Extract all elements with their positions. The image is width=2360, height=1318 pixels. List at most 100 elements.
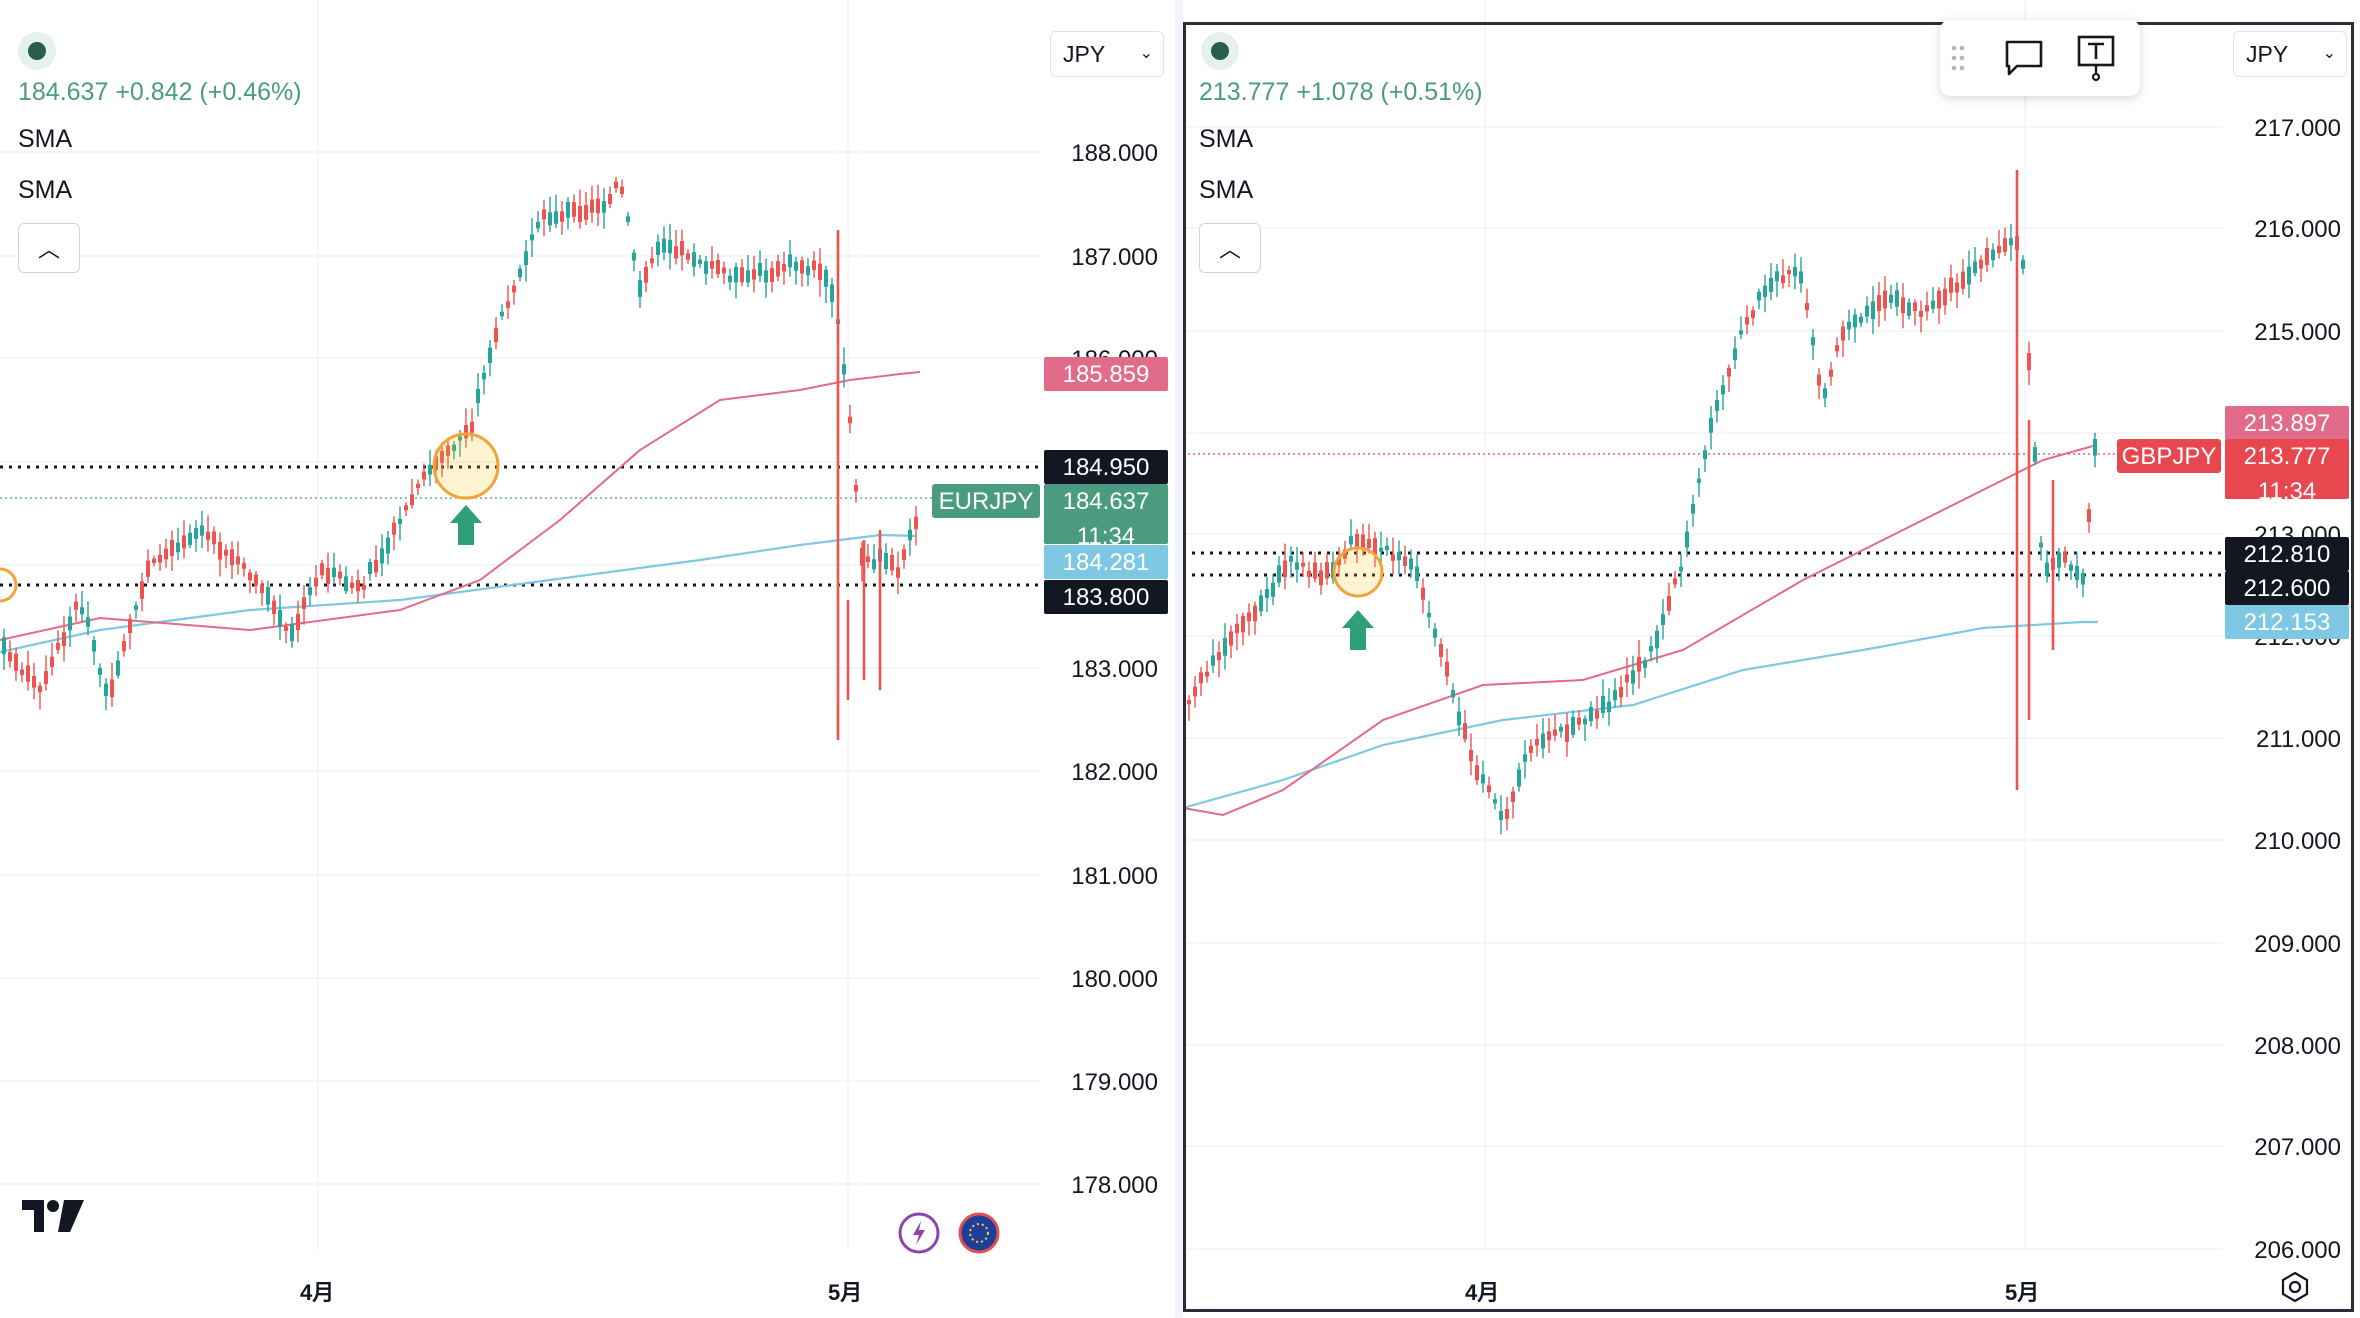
signal-marker-circle bbox=[432, 432, 500, 500]
price-chart-eurjpy[interactable]: 188.000187.000186.000185.000184.000183.0… bbox=[0, 0, 1175, 1318]
candle-body bbox=[368, 562, 372, 574]
candle-body bbox=[2027, 353, 2031, 371]
candle-body bbox=[668, 239, 672, 254]
candle-body bbox=[1403, 556, 1407, 566]
candle-body bbox=[1607, 701, 1611, 713]
signal-marker-circle bbox=[0, 567, 18, 603]
tradingview-logo[interactable] bbox=[22, 1198, 86, 1234]
candle-body bbox=[428, 464, 432, 475]
candle-body bbox=[566, 201, 570, 218]
candle-body bbox=[152, 558, 156, 564]
candle-body bbox=[590, 199, 594, 213]
price-tag bbox=[1044, 450, 1168, 484]
candle-body bbox=[1409, 558, 1413, 570]
chart-panel-right[interactable]: 217.000216.000215.000214.000213.000212.0… bbox=[1183, 0, 2360, 1318]
chart-panel-left[interactable]: 188.000187.000186.000185.000184.000183.0… bbox=[0, 0, 1175, 1318]
eu-flag-icon[interactable] bbox=[957, 1211, 1001, 1255]
comment-icon[interactable] bbox=[2000, 34, 2048, 82]
candle-body bbox=[1973, 261, 1977, 274]
candle-body bbox=[1241, 615, 1245, 633]
price-axis-label: 181.000 bbox=[1071, 863, 1158, 890]
drag-handle-icon[interactable] bbox=[1944, 34, 1972, 82]
candle-body bbox=[404, 505, 408, 511]
candle-body bbox=[716, 260, 720, 274]
candle-body bbox=[1817, 374, 1821, 386]
candle-body bbox=[62, 632, 66, 647]
candle-body bbox=[1487, 785, 1491, 793]
candle-body bbox=[1283, 560, 1287, 578]
candle-body bbox=[1667, 595, 1671, 611]
candle-body bbox=[1637, 656, 1641, 672]
candle-body bbox=[1277, 565, 1281, 583]
candle-body bbox=[1571, 716, 1575, 735]
candle-body bbox=[896, 567, 900, 578]
text-tool-icon[interactable] bbox=[2072, 34, 2120, 82]
candle-body bbox=[296, 613, 300, 631]
panel-divider[interactable] bbox=[1175, 0, 1183, 1318]
sma-indicator-label[interactable]: SMA bbox=[1199, 176, 1254, 204]
candle-body bbox=[308, 587, 312, 596]
currency-select[interactable]: JPY ⌄ bbox=[1050, 31, 1164, 77]
candle-body bbox=[344, 576, 348, 591]
candle-body bbox=[1775, 271, 1779, 282]
candle-body bbox=[818, 263, 822, 281]
candle-body bbox=[1391, 554, 1395, 561]
price-tag bbox=[1044, 357, 1168, 391]
lightning-icon[interactable] bbox=[897, 1211, 941, 1255]
candle-body bbox=[224, 549, 228, 556]
candle-body bbox=[764, 270, 768, 283]
candle-body bbox=[1217, 652, 1221, 661]
candle-body bbox=[1523, 754, 1527, 762]
candle-body bbox=[584, 204, 588, 220]
candle-body bbox=[1421, 587, 1425, 600]
candle-body bbox=[2, 637, 6, 655]
candle-body bbox=[68, 616, 72, 631]
settings-icon[interactable] bbox=[2278, 1270, 2312, 1304]
sma-indicator-label[interactable]: SMA bbox=[18, 125, 73, 153]
candle-body bbox=[290, 624, 294, 641]
candle-body bbox=[1625, 674, 1629, 683]
candle-body bbox=[1433, 628, 1437, 638]
candle-body bbox=[1529, 745, 1533, 753]
candle-body bbox=[260, 584, 264, 594]
candle-body bbox=[1967, 266, 1971, 285]
candle-body bbox=[902, 549, 906, 560]
candle-body bbox=[170, 540, 174, 556]
candle-body bbox=[1325, 562, 1329, 579]
candle-body bbox=[1961, 271, 1965, 289]
sma-indicator-label[interactable]: SMA bbox=[1199, 125, 1254, 153]
time-axis-label: 5月 bbox=[828, 1280, 863, 1305]
collapse-legend-button[interactable]: ︿ bbox=[18, 223, 80, 273]
quote-line: 213.777 +1.078 (+0.51%) bbox=[1199, 78, 1483, 106]
candle-body bbox=[812, 260, 816, 270]
price-axis-label: 217.000 bbox=[2254, 115, 2341, 142]
candle-body bbox=[1319, 570, 1323, 586]
candle-body bbox=[1223, 637, 1227, 656]
candle-body bbox=[56, 642, 60, 650]
candle-body bbox=[752, 269, 756, 280]
candle-body bbox=[674, 246, 678, 259]
candle-body bbox=[32, 676, 36, 688]
candle-body bbox=[1835, 345, 1839, 352]
candle-body bbox=[758, 263, 762, 276]
candle-body bbox=[500, 311, 504, 317]
candle-body bbox=[1373, 538, 1377, 555]
candle-body bbox=[1499, 811, 1503, 820]
candle-body bbox=[200, 525, 204, 536]
candle-body bbox=[776, 261, 780, 277]
candle-body bbox=[1415, 566, 1419, 581]
candle-body bbox=[182, 535, 186, 549]
price-chart-gbpjpy[interactable]: 217.000216.000215.000214.000213.000212.0… bbox=[1183, 0, 2360, 1318]
candle-body bbox=[1709, 418, 1713, 433]
sma-indicator-label[interactable]: SMA bbox=[18, 176, 73, 204]
candle-body bbox=[1271, 582, 1275, 597]
candle-body bbox=[908, 529, 912, 541]
price-tag-label: 184.637 bbox=[1063, 488, 1150, 515]
currency-select[interactable]: JPY ⌄ bbox=[2233, 31, 2347, 77]
floating-toolbar bbox=[1940, 20, 2140, 96]
collapse-legend-button[interactable]: ︿ bbox=[1199, 223, 1261, 273]
candle-body bbox=[326, 567, 330, 585]
candle-body bbox=[464, 425, 468, 439]
price-axis-label: 208.000 bbox=[2254, 1033, 2341, 1060]
signal-marker-circle bbox=[1332, 546, 1384, 598]
